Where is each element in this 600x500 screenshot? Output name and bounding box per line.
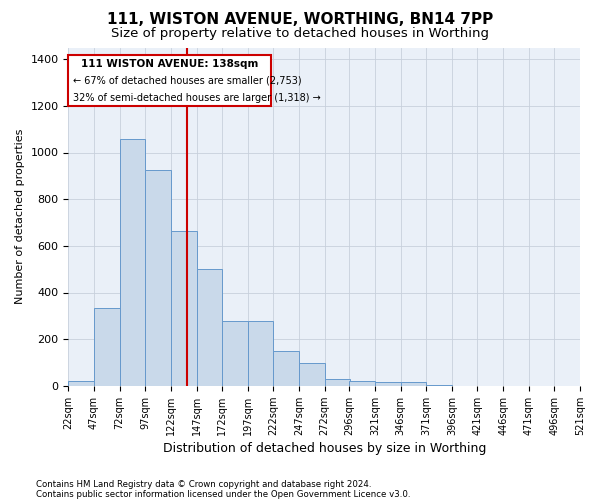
- Bar: [94, 308, 119, 386]
- Bar: [119, 138, 145, 386]
- Text: Contains public sector information licensed under the Open Government Licence v3: Contains public sector information licen…: [36, 490, 410, 499]
- Bar: [325, 379, 350, 386]
- Text: 111 WISTON AVENUE: 138sqm: 111 WISTON AVENUE: 138sqm: [81, 58, 259, 68]
- Text: Size of property relative to detached houses in Worthing: Size of property relative to detached ho…: [111, 28, 489, 40]
- Bar: [426, 384, 452, 386]
- Bar: [248, 320, 274, 386]
- Text: 32% of semi-detached houses are larger (1,318) →: 32% of semi-detached houses are larger (…: [73, 93, 320, 103]
- Bar: [401, 382, 426, 386]
- Bar: [171, 230, 197, 386]
- Bar: [299, 362, 325, 386]
- Text: 111, WISTON AVENUE, WORTHING, BN14 7PP: 111, WISTON AVENUE, WORTHING, BN14 7PP: [107, 12, 493, 28]
- Bar: [145, 170, 171, 386]
- Bar: [274, 351, 299, 386]
- Bar: [349, 381, 375, 386]
- Text: ← 67% of detached houses are smaller (2,753): ← 67% of detached houses are smaller (2,…: [73, 76, 301, 86]
- Bar: [197, 269, 222, 386]
- Bar: [222, 320, 248, 386]
- Y-axis label: Number of detached properties: Number of detached properties: [15, 129, 25, 304]
- Bar: [68, 54, 271, 106]
- Bar: [375, 382, 401, 386]
- X-axis label: Distribution of detached houses by size in Worthing: Distribution of detached houses by size …: [163, 442, 486, 455]
- Bar: [68, 381, 94, 386]
- Text: Contains HM Land Registry data © Crown copyright and database right 2024.: Contains HM Land Registry data © Crown c…: [36, 480, 371, 489]
